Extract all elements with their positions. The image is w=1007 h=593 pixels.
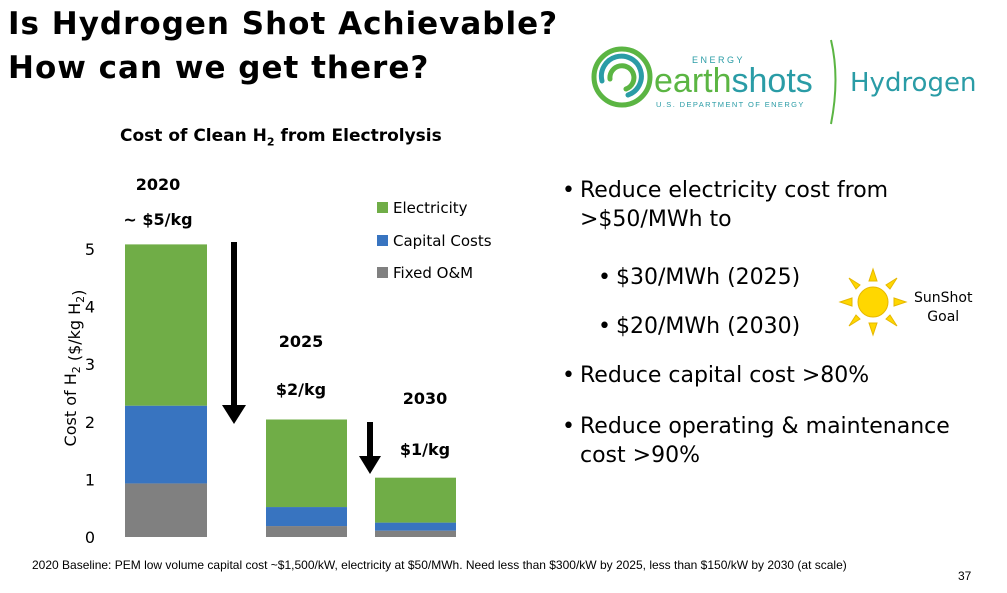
bullet-electricity: Reduce electricity cost from >$50/MWh to xyxy=(562,176,940,234)
bar-2030-fixed-o-m xyxy=(375,530,456,537)
logo-energy: ENERGY xyxy=(692,55,745,65)
legend-label-capital-costs: Capital Costs xyxy=(393,232,492,250)
sunshot-goal-label: SunShot Goal xyxy=(914,290,973,325)
bar-value-label-2030: $1/kg xyxy=(400,440,450,459)
bar-2025-fixed-o-m xyxy=(266,526,347,537)
bar-2020-electricity xyxy=(125,244,207,406)
y-tick-label-4: 4 xyxy=(85,298,95,317)
category-label-2020: 2020 xyxy=(136,175,181,194)
footnote: 2020 Baseline: PEM low volume capital co… xyxy=(32,558,847,572)
legend-label-fixed-o-m: Fixed O&M xyxy=(393,264,473,282)
bar-value-label-2020: ~ $5/kg xyxy=(123,210,192,229)
bar-2030-electricity xyxy=(375,477,456,523)
logo-shots: shots xyxy=(732,62,813,100)
chart-title: Cost of Clean H2 from Electrolysis xyxy=(120,126,442,148)
y-axis-label: Cost of H2 ($/kg H2) xyxy=(61,290,88,447)
logo-earthshots: earthshots xyxy=(654,62,813,100)
legend-swatch-fixed-o-m xyxy=(377,267,388,278)
bar-value-label-2025: $2/kg xyxy=(276,380,326,399)
legend-swatch-capital-costs xyxy=(377,235,388,246)
bar-2025-electricity xyxy=(266,419,347,508)
bar-2020-fixed-o-m xyxy=(125,483,207,537)
earthshots-swirl-icon xyxy=(591,46,653,108)
title-line-1: Is Hydrogen Shot Achievable? xyxy=(8,6,559,42)
earthshots-hydrogen-logo: ENERGY earthshots U.S. DEPARTMENT OF ENE… xyxy=(591,39,976,125)
y-tick-label-2: 2 xyxy=(85,413,95,432)
cost-chart: 0 1 2 3 4 5 Cost of H2 ($/kg H2) 2020 ~ $5/kg 202… xyxy=(61,175,492,547)
logo-department: U.S. DEPARTMENT OF ENERGY xyxy=(656,100,805,109)
logo-divider xyxy=(830,39,837,125)
y-tick-label-0: 0 xyxy=(85,528,95,547)
bar-2020-capital-costs xyxy=(125,405,207,484)
legend-swatch-electricity xyxy=(377,202,388,213)
bar-2030-capital-costs xyxy=(375,522,456,531)
category-label-2030: 2030 xyxy=(403,389,448,408)
y-tick-label-5: 5 xyxy=(85,240,95,259)
bullet-capital-cost: Reduce capital cost >80% xyxy=(562,361,980,390)
bullet-list: Reduce electricity cost from >$50/MWh to… xyxy=(562,176,980,470)
sun-icon xyxy=(838,267,908,337)
logo-earth: earth xyxy=(654,62,732,100)
legend-label-electricity: Electricity xyxy=(393,199,468,217)
bullet-2025-target: $30/MWh (2025) xyxy=(598,263,980,292)
category-label-2025: 2025 xyxy=(279,332,324,351)
decrease-arrowhead-1 xyxy=(222,405,246,424)
decrease-arrowhead-2 xyxy=(359,456,381,474)
page-number: 37 xyxy=(958,569,972,583)
bar-2025-capital-costs xyxy=(266,507,347,527)
bullet-2030-target: $20/MWh (2030) xyxy=(598,312,980,341)
title-line-2: How can we get there? xyxy=(8,50,430,86)
y-tick-label-1: 1 xyxy=(85,470,95,489)
chart-title-text: Cost of Clean H2 from Electrolysis xyxy=(120,126,442,149)
bullet-om-cost: Reduce operating & maintenance cost >90% xyxy=(562,412,980,470)
logo-hydrogen: Hydrogen xyxy=(850,68,976,98)
slide-title: Is Hydrogen Shot Achievable? How can we … xyxy=(8,2,558,90)
y-tick-label-3: 3 xyxy=(85,355,95,374)
